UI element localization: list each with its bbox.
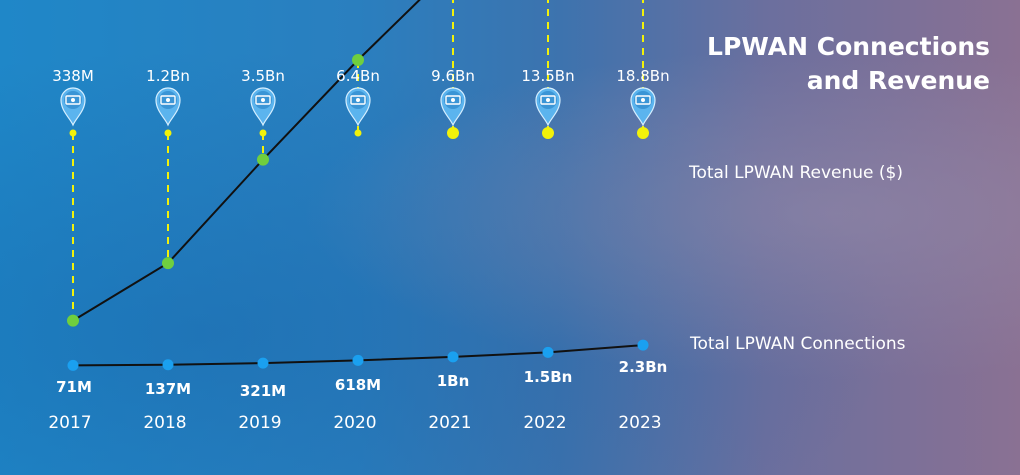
connections-value-label: 71M: [56, 378, 92, 396]
revenue-series-label: Total LPWAN Revenue ($): [688, 163, 903, 183]
connections-series-label: Total LPWAN Connections: [689, 334, 906, 354]
money-pin-icon: [250, 87, 276, 127]
year-tick-label: 2019: [238, 413, 281, 433]
connections-point: [542, 346, 554, 358]
connections-point: [352, 354, 364, 366]
revenue-marker: [542, 127, 554, 139]
revenue-value-label: 9.6Bn: [431, 67, 475, 85]
money-pin-icon: [440, 87, 466, 127]
year-tick-label: 2022: [523, 413, 566, 433]
revenue-marker: [447, 127, 459, 139]
title-line-1: LPWAN Connections: [707, 32, 990, 61]
connections-point: [637, 339, 649, 351]
connections-value-label: 1.5Bn: [524, 368, 573, 386]
revenue-marker: [637, 127, 649, 139]
revenue-value-label: 6.4Bn: [336, 67, 380, 85]
revenue-marker: [354, 129, 362, 137]
connections-point: [257, 357, 269, 369]
connections-value-label: 2.3Bn: [619, 358, 668, 376]
connections-point: [162, 359, 174, 371]
connections-value-label: 321M: [240, 382, 286, 400]
revenue-point: [352, 54, 364, 67]
revenue-marker: [164, 129, 172, 137]
revenue-point: [67, 314, 79, 327]
connections-point: [67, 359, 79, 371]
connections-value-label: 137M: [145, 380, 191, 398]
chart-title: LPWAN Connections and Revenue: [707, 30, 990, 98]
revenue-marker: [69, 129, 77, 137]
revenue-value-label: 3.5Bn: [241, 67, 285, 85]
revenue-marker: [259, 129, 267, 137]
revenue-value-label: 1.2Bn: [146, 67, 190, 85]
money-pin-icon: [60, 87, 86, 127]
year-tick-label: 2018: [143, 413, 186, 433]
year-tick-label: 2023: [618, 413, 661, 433]
year-tick-label: 2020: [333, 413, 376, 433]
title-line-2: and Revenue: [806, 66, 990, 95]
revenue-line: [72, 0, 421, 322]
money-pin-icon: [345, 87, 371, 127]
year-tick-label: 2021: [428, 413, 471, 433]
revenue-point: [257, 153, 269, 166]
money-pin-icon: [155, 87, 181, 127]
revenue-value-label: 13.5Bn: [521, 67, 574, 85]
money-pin-icon: [535, 87, 561, 127]
revenue-value-label: 338M: [52, 67, 94, 85]
money-pin-icon: [630, 87, 656, 127]
revenue-point: [162, 257, 174, 270]
revenue-value-label: 18.8Bn: [616, 67, 669, 85]
connections-value-label: 618M: [335, 376, 381, 394]
connections-point: [447, 351, 459, 363]
year-tick-label: 2017: [48, 413, 91, 433]
connections-value-label: 1Bn: [437, 372, 470, 390]
